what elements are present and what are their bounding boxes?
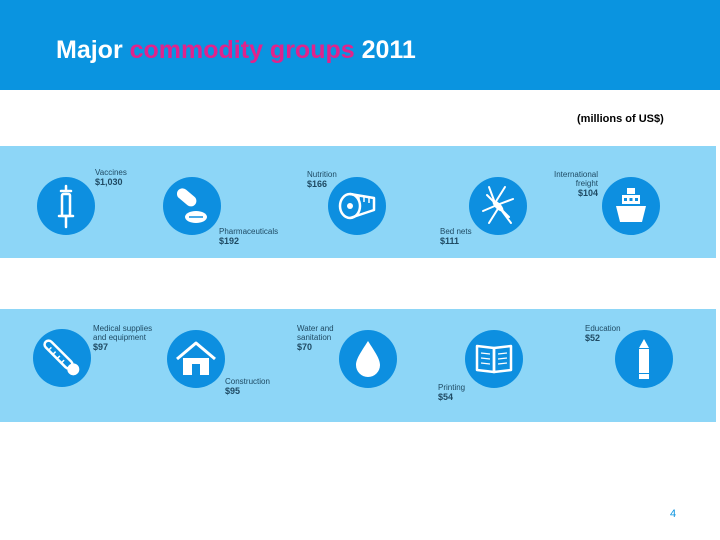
commodity-amount: $166 bbox=[307, 179, 328, 189]
commodity-label: International freight $104 bbox=[550, 170, 598, 199]
ship-icon bbox=[602, 177, 660, 235]
commodity-amount: $54 bbox=[438, 392, 454, 402]
commodity-band-bottom: Medical supplies and equipment $97 Const… bbox=[0, 309, 716, 422]
title-bar: Major commodity groups 2011 bbox=[0, 0, 720, 90]
commodity-label: Bed nets $111 bbox=[440, 227, 472, 246]
mosquito-icon bbox=[469, 177, 527, 235]
water-drop-icon bbox=[339, 330, 397, 388]
commodity-label: Printing $54 bbox=[438, 383, 466, 402]
syringe-icon bbox=[37, 177, 95, 235]
commodity-amount: $111 bbox=[440, 236, 460, 246]
title-highlight: commodity groups bbox=[129, 36, 355, 64]
pills-icon bbox=[163, 177, 221, 235]
commodity-amount: $104 bbox=[577, 188, 598, 198]
commodity-amount: $97 bbox=[93, 342, 109, 352]
slide-title: Major commodity groups 2011 bbox=[56, 36, 416, 64]
commodity-amount: $52 bbox=[585, 333, 601, 343]
commodity-label: Construction $95 bbox=[225, 377, 270, 396]
commodity-label: Nutrition $166 bbox=[307, 170, 337, 189]
commodity-label: Vaccines $1,030 bbox=[95, 168, 127, 187]
commodity-amount: $1,030 bbox=[95, 177, 123, 187]
units-note: (millions of US$) bbox=[577, 113, 664, 125]
commodity-amount: $70 bbox=[297, 342, 313, 352]
thermometer-icon bbox=[33, 329, 91, 387]
commodity-amount: $192 bbox=[219, 236, 240, 246]
commodity-label: Education $52 bbox=[585, 324, 621, 343]
house-icon bbox=[167, 330, 225, 388]
measuring-tape-icon bbox=[328, 177, 386, 235]
commodity-band-top: Vaccines $1,030 Pharmaceuticals $192 bbox=[0, 146, 716, 258]
pencil-icon bbox=[615, 330, 673, 388]
commodity-label: Pharmaceuticals $192 bbox=[219, 227, 279, 246]
book-icon bbox=[465, 330, 523, 388]
page-number: 4 bbox=[670, 508, 677, 520]
commodity-amount: $95 bbox=[225, 386, 241, 396]
commodity-label: Medical supplies and equipment $97 bbox=[93, 324, 153, 352]
commodity-label: Water and sanitation $70 bbox=[297, 324, 334, 352]
